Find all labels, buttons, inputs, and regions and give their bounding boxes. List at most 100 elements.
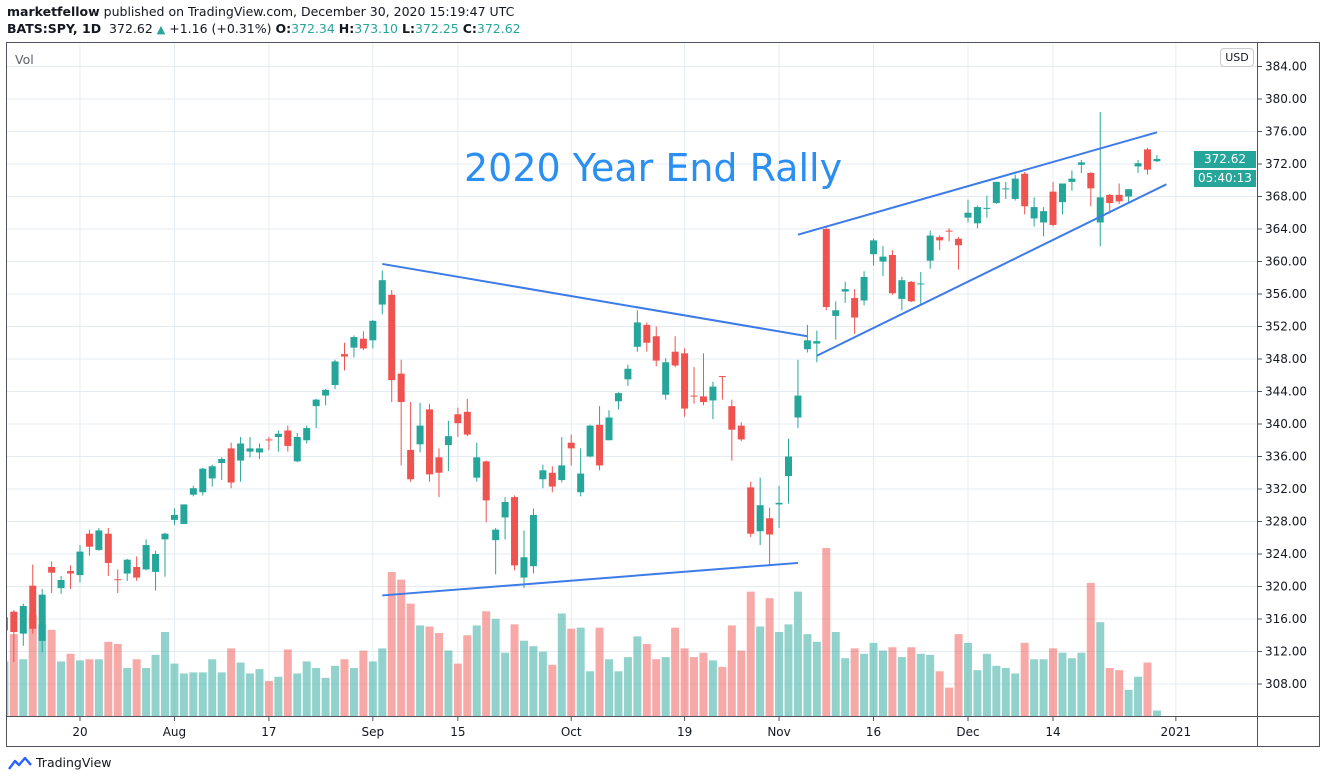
candle[interactable] [444,420,452,472]
candle[interactable] [416,402,424,453]
candle[interactable] [104,528,112,576]
candle[interactable] [397,359,405,466]
candle[interactable] [114,569,122,593]
candle[interactable] [813,330,821,363]
candle[interactable] [312,398,320,429]
candle[interactable] [926,230,934,269]
trendlines[interactable] [382,131,1167,597]
candle[interactable] [369,320,377,349]
candle[interactable] [964,199,972,223]
candle[interactable] [1030,197,1038,227]
candle[interactable] [1021,172,1029,215]
candle[interactable] [586,424,594,458]
candle[interactable] [123,558,131,581]
candle[interactable] [860,271,868,306]
candle[interactable] [227,442,235,489]
candle[interactable] [95,528,103,551]
candle[interactable] [388,289,396,403]
candle[interactable] [718,376,726,400]
candle[interactable] [936,235,944,251]
candle[interactable] [1096,112,1104,247]
candle[interactable] [851,289,859,334]
candle[interactable] [246,437,254,458]
trendline[interactable] [816,183,1167,357]
candle[interactable] [19,603,27,646]
currency-button[interactable]: USD [1220,48,1254,67]
candle[interactable] [161,532,169,577]
candle[interactable] [1143,147,1151,175]
chart-annotation-text[interactable]: 2020 Year End Rally [464,146,843,190]
candle[interactable] [577,448,585,497]
candle[interactable] [378,270,386,315]
candle[interactable] [614,392,622,410]
candle[interactable] [539,464,547,489]
candle[interactable] [322,389,330,406]
candle[interactable] [832,301,840,340]
candle[interactable] [482,460,490,523]
candle[interactable] [973,205,981,229]
candle[interactable] [1040,207,1048,237]
candle[interactable] [208,464,216,487]
candle[interactable] [803,324,811,353]
candle[interactable] [57,575,65,594]
candle[interactable] [1106,194,1114,214]
tradingview-brand[interactable]: TradingView [36,755,112,770]
trendline[interactable] [382,561,799,597]
candle[interactable] [747,481,755,537]
candle[interactable] [331,359,339,390]
candle[interactable] [454,407,462,437]
candle[interactable] [879,246,887,277]
candle[interactable] [1058,183,1066,215]
candle[interactable] [265,437,273,450]
candle[interactable] [511,495,519,571]
candle[interactable] [180,504,188,524]
candle[interactable] [662,358,670,400]
candle[interactable] [652,326,660,367]
candle[interactable] [303,425,311,444]
tradingview-logo-icon[interactable] [8,756,32,770]
candle[interactable] [152,550,160,591]
price-axis[interactable]: 308.00 312.00 316.00 320.00 324.00 328.00 332.… [1257,60,1307,692]
candle[interactable] [48,561,56,593]
candle[interactable] [624,364,632,386]
candle[interactable] [870,238,878,266]
candle[interactable] [1125,189,1133,203]
candle[interactable] [67,565,75,589]
candle[interactable] [643,322,651,352]
candle[interactable] [558,437,566,483]
candle[interactable] [76,545,84,583]
trendline[interactable] [382,262,808,338]
candle[interactable] [1134,159,1142,173]
candle[interactable] [407,402,415,482]
candle[interactable] [293,432,301,463]
candle[interactable] [907,281,915,303]
candle[interactable] [199,467,207,496]
candle[interactable] [794,359,802,429]
candle[interactable] [888,250,896,295]
candle[interactable] [142,539,150,571]
candle[interactable] [605,410,613,441]
candle[interactable] [671,336,679,368]
trendline[interactable] [797,131,1158,236]
candle[interactable] [520,530,528,589]
candle[interactable] [1002,181,1010,199]
candle[interactable] [699,353,707,406]
candle[interactable] [435,448,443,498]
candle[interactable] [917,272,925,306]
candle[interactable] [1087,172,1095,207]
candle[interactable] [983,195,991,218]
candle[interactable] [85,529,93,556]
candle[interactable] [237,437,245,482]
candle[interactable] [492,528,500,575]
candle[interactable] [690,367,698,404]
candle[interactable] [218,457,226,481]
candle[interactable] [945,228,953,242]
candle[interactable] [596,406,604,471]
candle[interactable] [775,485,783,528]
candle[interactable] [463,398,471,437]
candle[interactable] [255,443,263,459]
candle[interactable] [822,225,830,311]
candle[interactable] [785,438,793,504]
candle[interactable] [633,310,641,352]
candle[interactable] [681,348,689,417]
